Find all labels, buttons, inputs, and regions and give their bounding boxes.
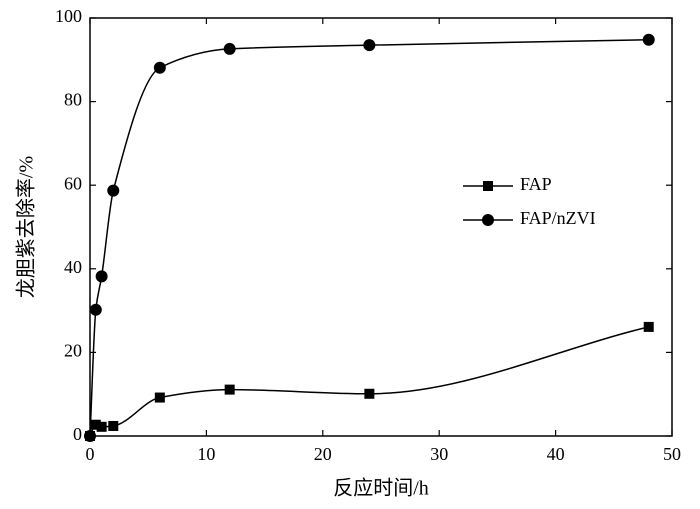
marker (364, 388, 375, 399)
marker (224, 384, 235, 395)
series-line (89, 38, 649, 437)
legend-label: FAP (520, 174, 552, 194)
marker (84, 430, 96, 442)
series-line (89, 326, 649, 437)
marker (642, 33, 655, 46)
marker (483, 181, 493, 191)
marker (95, 270, 108, 283)
y-tick-label: 20 (64, 341, 82, 361)
marker (223, 42, 236, 55)
marker (90, 419, 101, 430)
x-tick-label: 30 (430, 444, 448, 464)
x-tick-label: 40 (547, 444, 565, 464)
marker (89, 303, 102, 316)
marker (108, 420, 119, 431)
x-tick-label: 20 (314, 444, 332, 464)
y-tick-label: 0 (73, 424, 82, 444)
marker (363, 39, 376, 52)
marker (643, 321, 654, 332)
y-tick-label: 80 (64, 90, 82, 110)
y-tick-label: 40 (64, 257, 82, 277)
marker (96, 421, 107, 432)
plot-frame (89, 17, 673, 437)
y-axis-title: 龙胆紫去除率/% (15, 156, 38, 298)
marker (153, 61, 166, 74)
legend-label: FAP/nZVI (520, 208, 596, 228)
y-tick-label: 60 (64, 173, 82, 193)
marker (154, 392, 165, 403)
marker (482, 214, 494, 226)
x-tick-label: 50 (663, 444, 681, 464)
x-tick-label: 0 (86, 444, 95, 464)
y-tick-label: 100 (55, 6, 82, 26)
x-axis-title: 反应时间/h (333, 477, 429, 500)
x-tick-label: 10 (197, 444, 215, 464)
marker (107, 184, 120, 197)
